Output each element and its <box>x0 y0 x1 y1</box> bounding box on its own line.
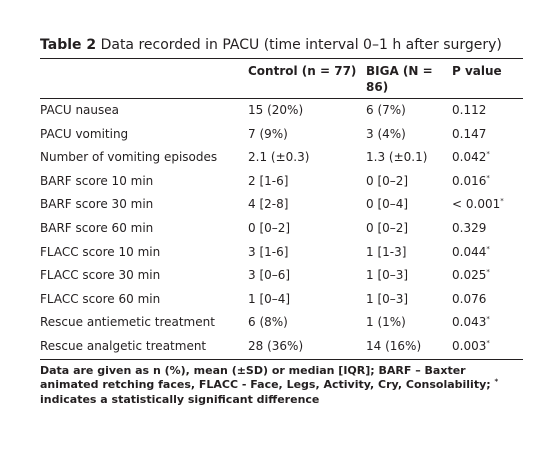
table-number: Table 2 <box>40 37 97 53</box>
table-row: FLACC score 60 min 1 [0–4] 1 [0–3] 0.076 <box>40 288 523 312</box>
control-value: 1 [0–4] <box>248 291 291 306</box>
significance-marker: * <box>486 338 490 347</box>
row-label: Rescue antiemetic treatment <box>40 315 215 330</box>
biga-value: 0 [0–2] <box>366 173 409 188</box>
biga-value: 3 (4%) <box>366 126 406 141</box>
biga-value: 0 [0–4] <box>366 197 409 212</box>
table-caption: Table 2 Data recorded in PACU (time inte… <box>40 36 523 55</box>
biga-value: 1 [0–3] <box>366 291 409 306</box>
p-value-cell: 0.076 <box>452 288 523 312</box>
control-value: 0 [0–2] <box>248 220 291 235</box>
row-label: FLACC score 30 min <box>40 268 161 283</box>
p-value-cell: 0.042* <box>452 146 523 170</box>
table-row: Rescue analgetic treatment 28 (36%) 14 (16… <box>40 335 523 360</box>
table-body: PACU nausea 15 (20%) 6 (7%) 0.112 PACU vomit… <box>40 99 523 360</box>
p-value-cell: 0.112 <box>452 99 523 123</box>
header-p-value: P value <box>452 64 502 78</box>
table-footnote: Data are given as n (%), mean (±SD) or m… <box>40 364 523 408</box>
significance-marker: * <box>486 173 490 182</box>
row-label: FLACC score 60 min <box>40 291 161 306</box>
significance-marker: * <box>486 268 490 277</box>
footnote-marker: * <box>494 377 499 386</box>
footnote-text-start: Data are given as n (%), mean (±SD) or m… <box>40 363 491 392</box>
p-value-cell: < 0.001* <box>452 193 523 217</box>
control-value: 6 (8%) <box>248 315 288 330</box>
biga-value: 0 [0–2] <box>366 220 409 235</box>
biga-value: 1.3 (±0.1) <box>366 150 428 165</box>
header-biga: BIGA (N = 86) <box>366 64 433 94</box>
significance-marker: * <box>486 150 490 159</box>
table-row: PACU vomiting 7 (9%) 3 (4%) 0.147 <box>40 123 523 147</box>
table-row: FLACC score 30 min 3 [0–6] 1 [0–3] 0.025* <box>40 264 523 288</box>
table-row: FLACC score 10 min 3 [1-6] 1 [1-3] 0.044* <box>40 241 523 265</box>
biga-value: 6 (7%) <box>366 103 406 117</box>
p-value: 0.076 <box>452 291 487 306</box>
table-title: Data recorded in PACU (time interval 0–1… <box>100 37 502 53</box>
p-value-cell: 0.003* <box>452 335 523 359</box>
row-label: Number of vomiting episodes <box>40 150 218 165</box>
control-value: 28 (36%) <box>248 338 304 353</box>
table-row: BARF score 30 min 4 [2-8] 0 [0–4] < 0.001* <box>40 193 523 217</box>
table-row: Rescue antiemetic treatment 6 (8%) 1 (1%) 0… <box>40 311 523 335</box>
p-value: < 0.001 <box>452 197 501 212</box>
control-value: 15 (20%) <box>248 103 304 117</box>
p-value-cell: 0.016* <box>452 170 523 194</box>
data-table: Control (n = 77) BIGA (N = 86) P value P… <box>40 58 523 360</box>
row-label: BARF score 10 min <box>40 173 154 188</box>
p-value: 0.329 <box>452 220 487 235</box>
row-label: BARF score 30 min <box>40 197 154 212</box>
biga-value: 1 (1%) <box>366 315 406 330</box>
p-value-cell: 0.043* <box>452 311 523 335</box>
p-value: 0.025 <box>452 268 487 283</box>
p-value-cell: 0.147 <box>452 123 523 147</box>
table-row: PACU nausea 15 (20%) 6 (7%) 0.112 <box>40 99 523 123</box>
row-label: PACU vomiting <box>40 126 129 141</box>
table-row: Number of vomiting episodes 2.1 (±0.3) 1.3… <box>40 146 523 170</box>
p-value: 0.112 <box>452 103 487 117</box>
control-value: 7 (9%) <box>248 126 288 141</box>
footnote-text-end: indicates a statistically significant di… <box>40 392 320 406</box>
control-value: 4 [2-8] <box>248 197 289 212</box>
control-value: 3 [0–6] <box>248 268 291 283</box>
row-label: Rescue analgetic treatment <box>40 338 207 353</box>
header-control: Control (n = 77) <box>248 64 357 78</box>
biga-value: 14 (16%) <box>366 338 422 353</box>
significance-marker: * <box>500 197 504 206</box>
biga-value: 1 [0–3] <box>366 268 409 283</box>
control-value: 2.1 (±0.3) <box>248 150 310 165</box>
significance-marker: * <box>486 244 490 253</box>
table-row: BARF score 10 min 2 [1-6] 0 [0–2] 0.016* <box>40 170 523 194</box>
p-value-cell: 0.025* <box>452 264 523 288</box>
p-value-cell: 0.044* <box>452 241 523 265</box>
significance-marker: * <box>486 315 490 324</box>
row-label: BARF score 60 min <box>40 220 154 235</box>
p-value: 0.042 <box>452 150 487 165</box>
control-value: 2 [1-6] <box>248 173 289 188</box>
biga-value: 1 [1-3] <box>366 244 407 259</box>
p-value: 0.044 <box>452 244 487 259</box>
p-value: 0.003 <box>452 338 487 353</box>
header-variable <box>40 59 248 99</box>
row-label: FLACC score 10 min <box>40 244 161 259</box>
control-value: 3 [1-6] <box>248 244 289 259</box>
p-value: 0.147 <box>452 126 487 141</box>
p-value-cell: 0.329 <box>452 217 523 241</box>
table-figure: Table 2 Data recorded in PACU (time inte… <box>40 36 523 407</box>
row-label: PACU nausea <box>40 103 119 117</box>
table-row: BARF score 60 min 0 [0–2] 0 [0–2] 0.329 <box>40 217 523 241</box>
p-value: 0.043 <box>452 315 487 330</box>
header-row: Control (n = 77) BIGA (N = 86) P value <box>40 58 523 99</box>
p-value: 0.016 <box>452 173 487 188</box>
